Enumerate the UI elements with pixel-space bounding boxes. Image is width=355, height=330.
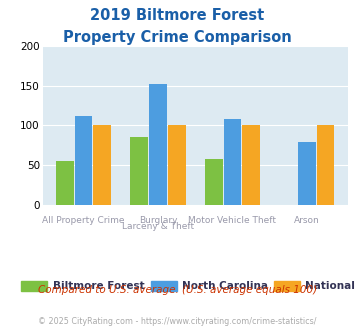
Bar: [317, 125, 334, 205]
Bar: [242, 125, 260, 205]
Bar: [224, 119, 241, 205]
Text: Property Crime Comparison: Property Crime Comparison: [63, 30, 292, 45]
Bar: [149, 84, 167, 205]
Bar: [168, 125, 186, 205]
Bar: [56, 161, 74, 205]
Bar: [75, 116, 93, 205]
Text: © 2025 CityRating.com - https://www.cityrating.com/crime-statistics/: © 2025 CityRating.com - https://www.city…: [38, 317, 317, 326]
Text: All Property Crime: All Property Crime: [42, 216, 125, 225]
Text: Arson: Arson: [294, 216, 320, 225]
Text: 2019 Biltmore Forest: 2019 Biltmore Forest: [91, 8, 264, 23]
Bar: [93, 125, 111, 205]
Bar: [205, 159, 223, 205]
Text: Compared to U.S. average. (U.S. average equals 100): Compared to U.S. average. (U.S. average …: [38, 285, 317, 295]
Text: Burglary: Burglary: [139, 216, 177, 225]
Legend: Biltmore Forest, North Carolina, National: Biltmore Forest, North Carolina, Nationa…: [17, 276, 355, 295]
Bar: [131, 137, 148, 205]
Text: Motor Vehicle Theft: Motor Vehicle Theft: [189, 216, 277, 225]
Bar: [298, 142, 316, 205]
Text: Larceny & Theft: Larceny & Theft: [122, 222, 194, 231]
